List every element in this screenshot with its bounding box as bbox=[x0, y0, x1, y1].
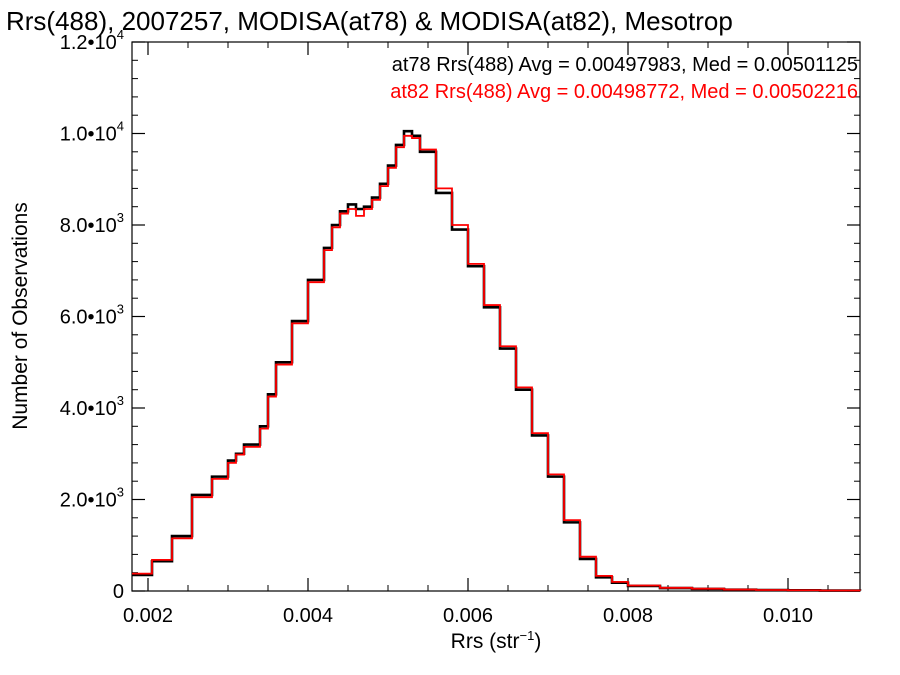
axis-ticks: 0.002 0.004 0.006 0.008 0.010 0 2.0•103 4.0•103… bbox=[60, 27, 860, 627]
y-tick-label: 4.0•103 bbox=[60, 393, 124, 420]
x-tick-label: 0.008 bbox=[603, 605, 653, 627]
y-tick-label: 6.0•103 bbox=[60, 302, 124, 329]
series-line-1 bbox=[132, 134, 861, 592]
plot-frame bbox=[131, 41, 861, 592]
x-tick-label: 0.002 bbox=[123, 605, 173, 627]
x-tick-label: 0.004 bbox=[283, 605, 333, 627]
series-line-0 bbox=[132, 129, 862, 592]
y-tick-label: 2.0•103 bbox=[60, 485, 124, 512]
x-tick-label: 0.010 bbox=[763, 605, 813, 627]
legend-entry-1: at82 Rrs(488) Avg = 0.00498772, Med = 0.… bbox=[390, 81, 858, 103]
y-tick-label: 1.0•104 bbox=[60, 119, 124, 146]
y-tick-label: 1.2•104 bbox=[60, 27, 124, 54]
y-tick-label: 8.0•103 bbox=[60, 210, 124, 237]
y-tick-label: 0 bbox=[113, 581, 124, 603]
x-axis-label-superscript: −1 bbox=[520, 628, 535, 643]
chart-title: Rrs(488), 2007257, MODISA(at78) & MODISA… bbox=[6, 6, 733, 36]
x-tick-label: 0.006 bbox=[443, 605, 493, 627]
data-series bbox=[132, 129, 862, 592]
y-axis-label: Number of Observations bbox=[9, 202, 32, 430]
legend: at78 Rrs(488) Avg = 0.00497983, Med = 0.… bbox=[390, 54, 858, 103]
legend-entry-0: at78 Rrs(488) Avg = 0.00497983, Med = 0.… bbox=[392, 54, 858, 76]
x-axis-label: Rrs (str−1) bbox=[451, 628, 542, 653]
